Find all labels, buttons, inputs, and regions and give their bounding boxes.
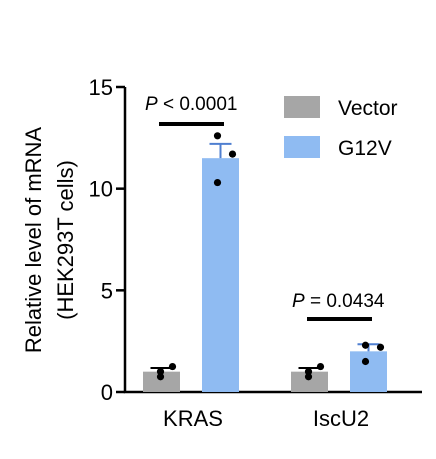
legend-swatch-g12v [284, 136, 320, 158]
legend-swatch-vector [284, 96, 320, 118]
data-point [213, 132, 222, 140]
bar-vector-iscu2 [291, 371, 328, 392]
data-point [376, 343, 385, 351]
p-symbol: P [145, 94, 158, 115]
data-point [361, 357, 370, 366]
y-axis-title-line1: Relative level of mRNA [21, 127, 46, 354]
bar-g12v-iscu2 [350, 351, 387, 392]
legend-label-vector: Vector [338, 97, 398, 120]
data-point [156, 373, 165, 381]
data-point [304, 373, 313, 381]
bar-vector-kras [143, 371, 180, 392]
p-value: < 0.0001 [158, 94, 238, 115]
significance-label: P = 0.0434 [292, 291, 385, 312]
data-point [316, 362, 325, 371]
significance-label: P < 0.0001 [145, 94, 237, 115]
p-value: = 0.0434 [305, 291, 385, 312]
y-tick-label: 15 [89, 75, 113, 100]
data-point [213, 178, 222, 187]
legend: Vector G12V [284, 96, 398, 160]
y-axis-title-line2: (HEK293T cells) [53, 160, 78, 320]
y-tick-label: 0 [101, 380, 113, 405]
y-tick-label: 5 [101, 278, 113, 303]
data-point [156, 368, 165, 376]
x-category-label: KRAS [163, 406, 223, 431]
bar-g12v-kras [202, 158, 239, 392]
legend-label-g12v: G12V [338, 137, 392, 160]
p-symbol: P [292, 291, 305, 312]
data-point [304, 368, 313, 376]
y-tick-label: 10 [89, 177, 113, 202]
data-point [361, 341, 370, 349]
data-point [228, 150, 237, 158]
x-category-label: IscU2 [313, 406, 369, 431]
data-point [168, 362, 177, 371]
y-axis-title: Relative level of mRNA (HEK293T cells) [21, 127, 78, 354]
